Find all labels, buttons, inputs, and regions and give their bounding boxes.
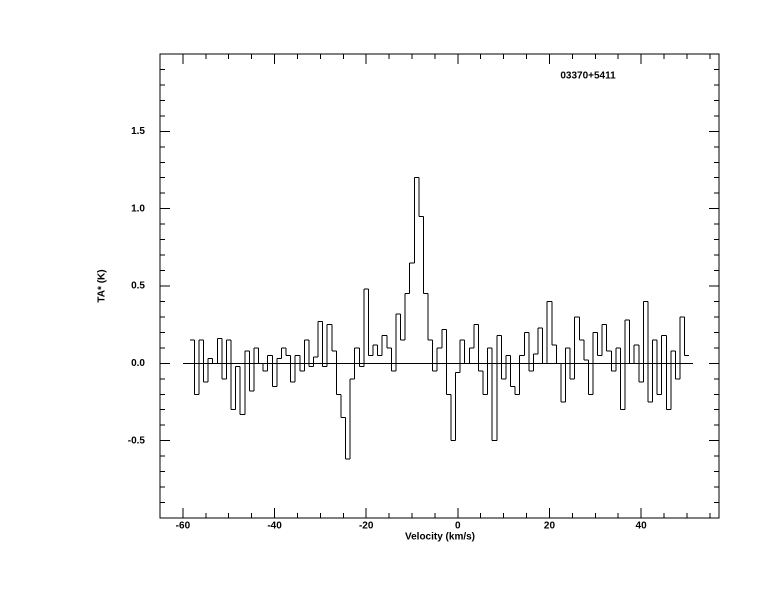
x-tick-label: 0: [455, 521, 461, 532]
y-tick-label: 1.5: [131, 126, 145, 137]
y-axis-label: TA* (K): [97, 269, 108, 302]
x-tick-label: -60: [176, 521, 191, 532]
x-tick-label: 20: [544, 521, 556, 532]
x-tick-label: 40: [636, 521, 648, 532]
x-tick-label: -40: [267, 521, 282, 532]
y-tick-label: 1.0: [131, 203, 145, 214]
y-tick-label: 0.0: [131, 358, 145, 369]
y-tick-label: 0.5: [131, 281, 145, 292]
y-tick-label: -0.5: [128, 435, 146, 446]
annotation: 03370+5411: [560, 71, 616, 82]
plot-frame: [159, 53, 720, 519]
x-axis-label: Velocity (km/s): [405, 532, 475, 543]
x-tick-label: -20: [359, 521, 374, 532]
